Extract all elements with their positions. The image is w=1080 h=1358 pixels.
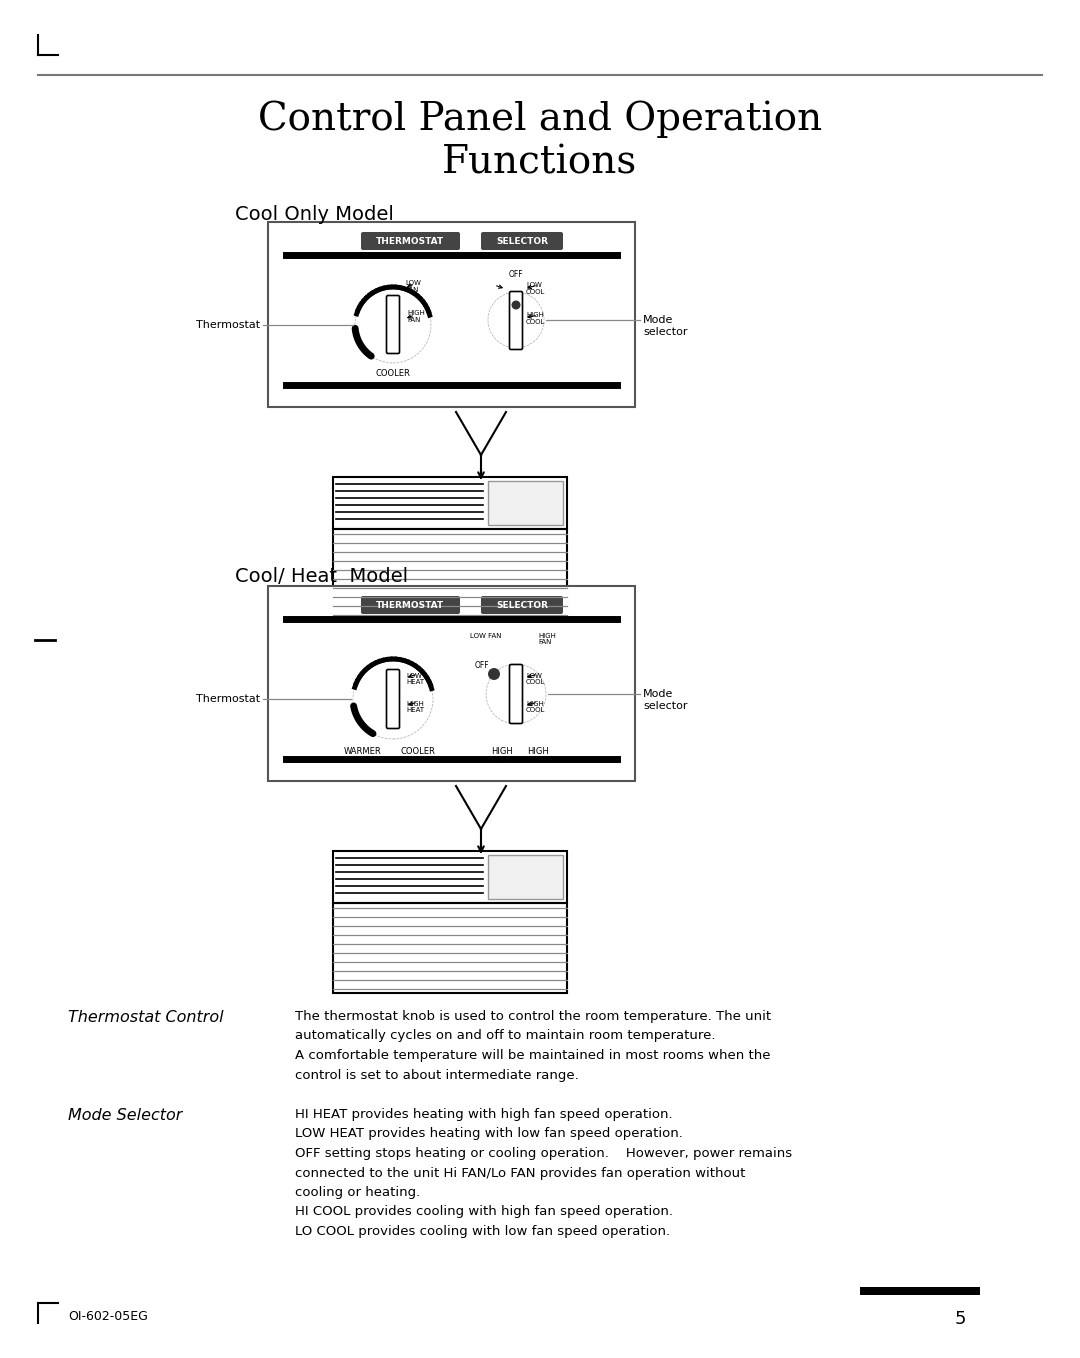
Text: LOW
FAN: LOW FAN [405, 280, 421, 292]
Text: Thermostat Control: Thermostat Control [68, 1010, 224, 1025]
Text: SELECTOR: SELECTOR [496, 600, 548, 610]
Text: 5: 5 [955, 1310, 966, 1328]
Circle shape [512, 300, 521, 310]
Text: HIGH
COOL: HIGH COOL [526, 312, 545, 325]
Text: COOLER: COOLER [401, 747, 435, 756]
FancyBboxPatch shape [488, 856, 563, 899]
FancyBboxPatch shape [268, 221, 635, 407]
FancyBboxPatch shape [387, 669, 400, 728]
Text: THERMOSTAT: THERMOSTAT [376, 236, 444, 246]
Text: LOW
COOL: LOW COOL [526, 282, 545, 295]
FancyBboxPatch shape [333, 477, 567, 530]
Text: Mode
selector: Mode selector [643, 689, 688, 710]
Text: OFF: OFF [509, 270, 524, 278]
FancyBboxPatch shape [488, 481, 563, 526]
FancyBboxPatch shape [510, 664, 523, 724]
Text: HIGH
FAN: HIGH FAN [538, 633, 556, 645]
FancyBboxPatch shape [860, 1287, 980, 1296]
Text: HIGH
COOL: HIGH COOL [526, 701, 545, 713]
Text: Thermostat: Thermostat [195, 694, 260, 703]
Text: HI HEAT provides heating with high fan speed operation.
LOW HEAT provides heatin: HI HEAT provides heating with high fan s… [295, 1108, 792, 1238]
Text: LOW
COOL: LOW COOL [526, 674, 545, 686]
Text: The thermostat knob is used to control the room temperature. The unit
automatica: The thermostat knob is used to control t… [295, 1010, 771, 1081]
FancyBboxPatch shape [510, 292, 523, 349]
Text: LOW
HEAT: LOW HEAT [406, 674, 424, 686]
FancyBboxPatch shape [333, 851, 567, 903]
Text: HIGH
HEAT: HIGH HEAT [406, 701, 424, 713]
FancyBboxPatch shape [361, 596, 460, 614]
Text: COOLER: COOLER [376, 369, 410, 378]
Text: HIGH
HEAT: HIGH HEAT [491, 747, 513, 765]
Text: THERMOSTAT: THERMOSTAT [376, 600, 444, 610]
Text: Thermostat: Thermostat [195, 320, 260, 330]
Text: OFF: OFF [475, 661, 489, 669]
Text: Cool Only Model: Cool Only Model [235, 205, 394, 224]
Text: Cool/ Heat  Model: Cool/ Heat Model [235, 568, 408, 587]
Text: OI-602-05EG: OI-602-05EG [68, 1310, 148, 1323]
Text: Functions: Functions [443, 145, 637, 182]
Text: WARMER: WARMER [345, 747, 382, 756]
Text: HIGH
FAN: HIGH FAN [407, 310, 424, 322]
Circle shape [488, 668, 500, 680]
Text: Mode Selector: Mode Selector [68, 1108, 183, 1123]
FancyBboxPatch shape [361, 232, 460, 250]
FancyBboxPatch shape [481, 596, 563, 614]
FancyBboxPatch shape [387, 296, 400, 353]
Text: Mode
selector: Mode selector [643, 315, 688, 337]
FancyBboxPatch shape [268, 587, 635, 781]
Text: SELECTOR: SELECTOR [496, 236, 548, 246]
FancyBboxPatch shape [481, 232, 563, 250]
Text: Control Panel and Operation: Control Panel and Operation [258, 100, 822, 137]
Text: LOW FAN: LOW FAN [470, 633, 502, 640]
Text: HIGH
COOL: HIGH COOL [526, 747, 550, 765]
